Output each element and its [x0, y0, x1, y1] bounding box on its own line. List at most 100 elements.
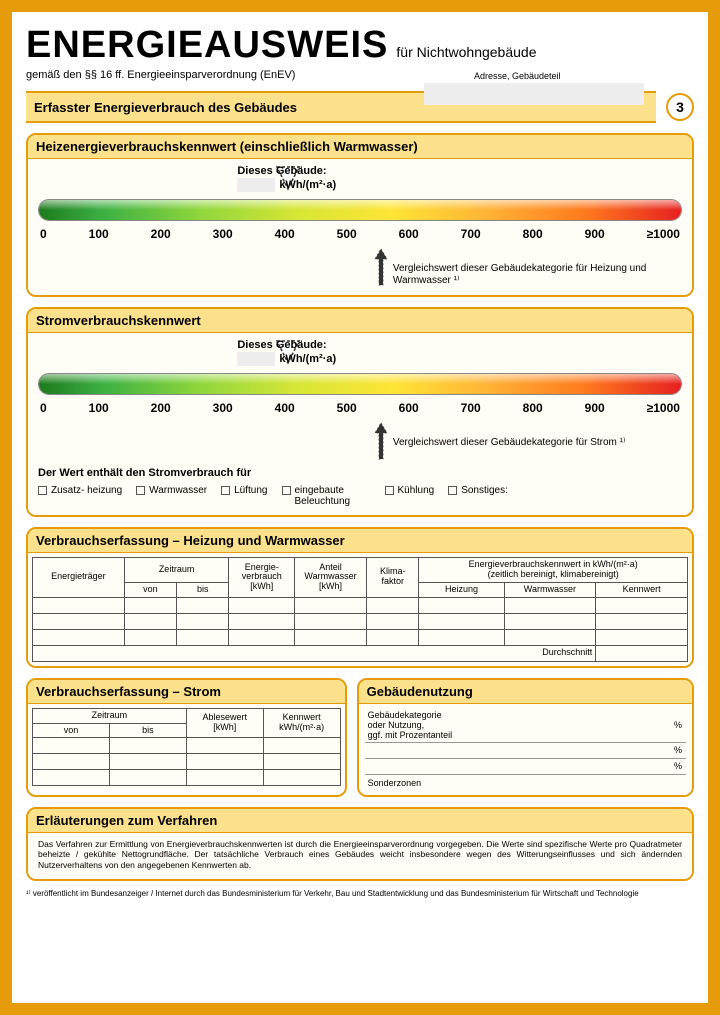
tick: ≥1000	[647, 401, 680, 415]
section-bar: Erfasster Energieverbrauch des Gebäudes …	[26, 91, 694, 123]
power-checkbox-row: Zusatz- heizung Warmwasser Lüftung einge…	[38, 485, 682, 507]
check-label: Warmwasser	[149, 485, 207, 496]
check-label: Lüftung	[234, 485, 267, 496]
tick: 700	[461, 227, 481, 241]
explain-text: Das Verfahren zur Ermittlung von Energie…	[38, 839, 682, 871]
table-strom: Zeitraum Ablesewert [kWh] Kennwert kWh/(…	[32, 708, 341, 787]
tick: 700	[461, 401, 481, 415]
header: ENERGIEAUSWEIS für Nichtwohngebäude gemä…	[26, 24, 694, 81]
explain-panel: Erläuterungen zum Verfahren Das Verfahre…	[26, 807, 694, 881]
table-row	[33, 597, 688, 613]
table-row	[33, 613, 688, 629]
scale-ticks: 0 100 200 300 400 500 600 700 800 900 ≥1…	[38, 227, 682, 241]
tick: 500	[337, 227, 357, 241]
scale-ticks: 0 100 200 300 400 500 600 700 800 900 ≥1…	[38, 401, 682, 415]
th: Ablesewert [kWh]	[186, 708, 263, 738]
main-title: ENERGIEAUSWEIS	[26, 24, 388, 67]
power-scale: Dieses Gebäude: kWh/(m²·a) 0 100 200 300…	[38, 339, 682, 461]
power-title: Stromverbrauchskennwert	[28, 309, 692, 333]
law-reference: gemäß den §§ 16 ff. Energieeinsparverord…	[26, 69, 694, 81]
checkbox[interactable]	[221, 486, 230, 495]
heating-title: Heizenergieverbrauchskennwert (einschlie…	[28, 135, 692, 159]
heating-panel: Heizenergieverbrauchskennwert (einschlie…	[26, 133, 694, 297]
th: von	[124, 582, 176, 597]
building-use-title: Gebäudenutzung	[359, 680, 692, 704]
power-includes-label: Der Wert enthält den Stromverbrauch für	[38, 467, 682, 479]
table-row	[33, 629, 688, 645]
subtitle: für Nichtwohngebäude	[396, 44, 536, 60]
tick: 0	[40, 401, 47, 415]
section-title: Erfasster Energieverbrauch des Gebäudes	[34, 100, 297, 115]
heating-scale: Dieses Gebäude: kWh/(m²·a) 0 100 200 300…	[38, 165, 682, 287]
tick: 600	[399, 401, 419, 415]
heating-value-field[interactable]	[237, 178, 275, 192]
tick: 600	[399, 227, 419, 241]
checkbox[interactable]	[385, 486, 394, 495]
checkbox[interactable]	[136, 486, 145, 495]
gn-sonder: Sonderzonen	[365, 776, 650, 790]
tick: 100	[89, 401, 109, 415]
th: Zeitraum	[33, 708, 187, 723]
pointer-label: Dieses Gebäude:	[237, 165, 326, 177]
power-compare-text: Vergleichswert dieser Gebäudekategorie f…	[393, 437, 626, 449]
color-scale-bar	[38, 373, 682, 395]
table-hw-title: Verbrauchserfassung – Heizung und Warmwa…	[28, 529, 692, 553]
document-page: ENERGIEAUSWEIS für Nichtwohngebäude gemä…	[0, 0, 720, 1015]
check-label: Sonstiges:	[461, 485, 508, 496]
up-arrow-icon	[373, 421, 389, 461]
th: Kennwert	[596, 582, 688, 597]
table-row-avg: Durchschnitt	[33, 645, 688, 661]
address-label: Adresse, Gebäudeteil	[474, 71, 561, 81]
explain-title: Erläuterungen zum Verfahren	[28, 809, 692, 833]
tick: 500	[337, 401, 357, 415]
unit-label: kWh/(m²·a)	[279, 179, 336, 191]
footnote: ¹⁾ veröffentlicht im Bundesanzeiger / In…	[26, 889, 694, 899]
checkbox[interactable]	[282, 486, 291, 495]
up-arrow-icon	[373, 247, 389, 287]
tick: 900	[585, 401, 605, 415]
page-number: 3	[666, 93, 694, 121]
table-row	[33, 770, 341, 786]
table-hw: Energieträger Zeitraum Energie- verbrauc…	[32, 557, 688, 662]
two-column-row: Verbrauchserfassung – Strom Zeitraum Abl…	[26, 678, 694, 797]
th: bis	[109, 723, 186, 738]
th: Warmwasser	[504, 582, 596, 597]
th: Energie- verbrauch [kWh]	[229, 558, 295, 598]
building-use-panel: Gebäudenutzung Gebäudekategorie oder Nut…	[357, 678, 694, 797]
tick: 800	[523, 401, 543, 415]
table-strom-panel: Verbrauchserfassung – Strom Zeitraum Abl…	[26, 678, 347, 797]
tick: 300	[213, 401, 233, 415]
th: Energieverbrauchskennwert in kWh/(m²·a) …	[419, 558, 688, 583]
checkbox[interactable]	[38, 486, 47, 495]
power-pointer: Dieses Gebäude: kWh/(m²·a)	[203, 339, 373, 365]
check-label: eingebaute Beleuchtung	[295, 485, 371, 507]
table-hw-panel: Verbrauchserfassung – Heizung und Warmwa…	[26, 527, 694, 668]
gn-pct: %	[650, 761, 686, 771]
th: bis	[177, 582, 229, 597]
check-label: Zusatz- heizung	[51, 485, 122, 496]
tick: 0	[40, 227, 47, 241]
power-panel: Stromverbrauchskennwert Dieses Gebäude: …	[26, 307, 694, 517]
tick: 900	[585, 227, 605, 241]
gn-label: Gebäudekategorie oder Nutzung, ggf. mit …	[365, 708, 650, 742]
pointer-label: Dieses Gebäude:	[237, 339, 326, 351]
power-compare-marker: Vergleichswert dieser Gebäudekategorie f…	[373, 421, 626, 461]
tick: 100	[89, 227, 109, 241]
table-strom-title: Verbrauchserfassung – Strom	[28, 680, 345, 704]
heating-pointer: Dieses Gebäude: kWh/(m²·a)	[203, 165, 373, 191]
th: Kennwert kWh/(m²·a)	[263, 708, 340, 738]
th: Heizung	[419, 582, 504, 597]
power-value-field[interactable]	[237, 352, 275, 366]
unit-label: kWh/(m²·a)	[279, 353, 336, 365]
checkbox[interactable]	[448, 486, 457, 495]
gn-pct: %	[650, 745, 686, 755]
tick: 200	[151, 227, 171, 241]
table-row	[33, 738, 341, 754]
address-field[interactable]	[424, 83, 644, 105]
th: Klima- faktor	[367, 558, 419, 598]
th: Zeitraum	[124, 558, 229, 583]
th: Energieträger	[33, 558, 125, 598]
color-scale-bar	[38, 199, 682, 221]
gn-pct: %	[650, 720, 686, 730]
tick: 800	[523, 227, 543, 241]
